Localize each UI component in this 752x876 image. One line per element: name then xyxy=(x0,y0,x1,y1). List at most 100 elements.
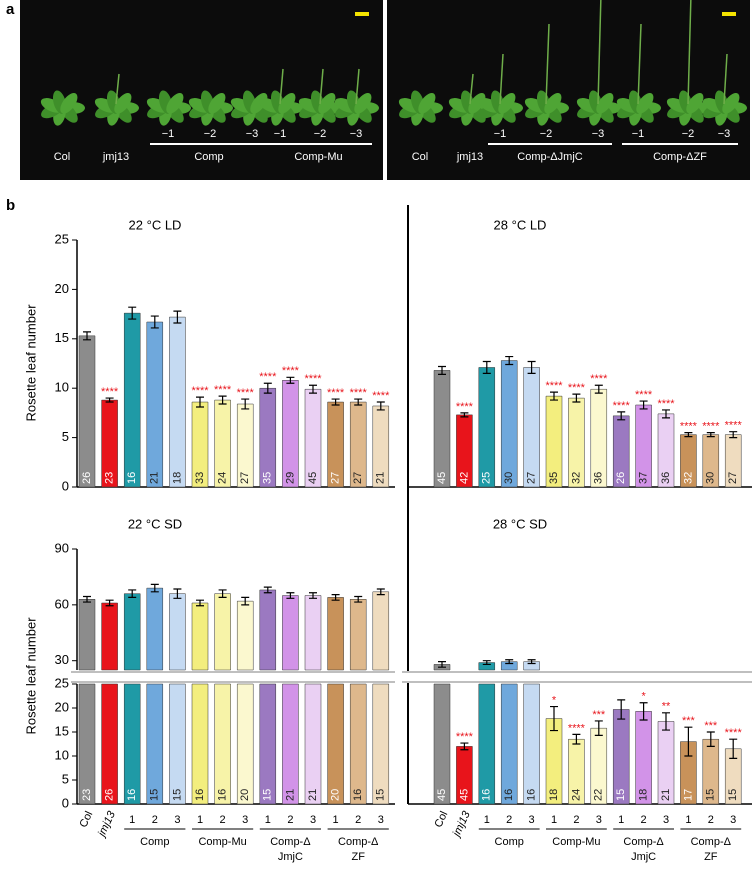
n-label: 45 xyxy=(307,472,319,484)
n-label: 32 xyxy=(682,472,694,484)
error-bar xyxy=(594,720,603,736)
x-tick-label: 3 xyxy=(310,814,316,826)
error-bar xyxy=(83,595,91,603)
bar xyxy=(236,403,254,488)
chart-title: 28 °C SD xyxy=(493,516,547,531)
error-bar xyxy=(309,592,317,599)
bar xyxy=(724,748,742,805)
error-bar xyxy=(286,592,295,599)
n-label: 15 xyxy=(375,789,387,801)
error-bar xyxy=(684,726,693,757)
y-tick-label: 5 xyxy=(62,429,69,444)
x-tick-label: 3 xyxy=(378,814,384,826)
x-group-label: Comp-Δ xyxy=(338,836,379,848)
n-label: 16 xyxy=(481,789,493,801)
n-label: 36 xyxy=(593,472,605,484)
error-bar xyxy=(617,699,626,720)
error-bar xyxy=(639,702,648,721)
line-label: −1 xyxy=(632,128,645,140)
n-label: 15 xyxy=(727,789,739,801)
error-bar xyxy=(309,384,317,394)
x-tick-label: 1 xyxy=(333,814,339,826)
bar xyxy=(372,591,390,805)
n-label: 16 xyxy=(194,789,206,801)
stem xyxy=(687,0,692,105)
line-label: −1 xyxy=(162,128,175,140)
x-tick-label: 2 xyxy=(152,814,158,826)
bar xyxy=(680,434,697,488)
error-bar xyxy=(241,596,250,606)
stem xyxy=(723,53,728,105)
line-label: −2 xyxy=(540,128,553,140)
bar xyxy=(78,599,96,805)
bar xyxy=(214,399,231,488)
n-label: 45 xyxy=(458,789,470,801)
n-label: 18 xyxy=(548,789,560,801)
n-label: 36 xyxy=(660,472,672,484)
plant-label: Col xyxy=(412,151,429,163)
line-label: −3 xyxy=(718,128,731,140)
error-bar xyxy=(438,661,446,668)
n-label: 27 xyxy=(330,472,342,484)
n-label: 15 xyxy=(705,789,717,801)
n-label: 15 xyxy=(262,789,274,801)
rosette-leaf xyxy=(418,92,436,114)
error-bar xyxy=(128,589,137,598)
n-label: 20 xyxy=(239,789,251,801)
x-tick-label: 2 xyxy=(355,814,361,826)
error-bar xyxy=(331,398,340,406)
y-tick-label: 0 xyxy=(62,478,69,493)
n-label: 23 xyxy=(104,472,116,484)
n-label: 21 xyxy=(375,472,387,484)
significance: **** xyxy=(456,731,474,743)
n-label: 21 xyxy=(149,472,161,484)
error-bar xyxy=(684,432,693,438)
n-label: 16 xyxy=(352,789,364,801)
significance: **** xyxy=(191,385,209,397)
error-bar xyxy=(505,355,514,366)
stem xyxy=(545,23,550,105)
n-label: 21 xyxy=(284,789,296,801)
x-group-label: Comp-Δ xyxy=(623,836,664,848)
y-tick-label: 10 xyxy=(55,380,69,395)
n-label: 15 xyxy=(615,789,627,801)
x-tick-label: 2 xyxy=(220,814,226,826)
bar xyxy=(304,388,322,488)
significance: **** xyxy=(568,722,586,734)
x-tick-label: 2 xyxy=(641,814,647,826)
n-label: 27 xyxy=(727,472,739,484)
x-tick-label: 3 xyxy=(663,814,669,826)
y-tick-label: 60 xyxy=(55,596,69,611)
rosette-leaf xyxy=(636,92,654,114)
error-bar xyxy=(706,432,715,438)
significance: *** xyxy=(682,715,696,727)
n-label: 16 xyxy=(503,789,515,801)
n-label: 24 xyxy=(570,789,582,801)
y-tick-label: 20 xyxy=(55,699,69,714)
x-tick-label: 1 xyxy=(618,814,624,826)
rosette-leaf xyxy=(722,92,740,114)
line-label: −3 xyxy=(592,128,605,140)
bar xyxy=(523,661,540,805)
stem xyxy=(115,73,120,105)
bar xyxy=(191,401,209,488)
y-tick-label: 0 xyxy=(62,795,69,810)
rosette-leaf xyxy=(544,92,562,114)
x-group-label: Comp-Mu xyxy=(552,836,600,848)
bar xyxy=(146,587,164,805)
y-axis-label: Rosette leaf number xyxy=(23,617,38,735)
x-tick-label: 1 xyxy=(551,814,557,826)
rosette-leaf xyxy=(596,92,614,114)
bar xyxy=(191,602,209,805)
error-bar xyxy=(662,409,670,419)
n-label: 35 xyxy=(262,472,274,484)
group-label: Comp-Mu xyxy=(294,151,342,163)
n-label: 37 xyxy=(638,472,650,484)
error-bar xyxy=(263,382,272,394)
x-tick-label: 1 xyxy=(197,814,203,826)
n-label: 16 xyxy=(217,789,229,801)
n-label: 45 xyxy=(436,789,448,801)
significance: **** xyxy=(456,401,474,413)
error-bar xyxy=(505,659,514,665)
panel-label: a xyxy=(6,1,15,18)
